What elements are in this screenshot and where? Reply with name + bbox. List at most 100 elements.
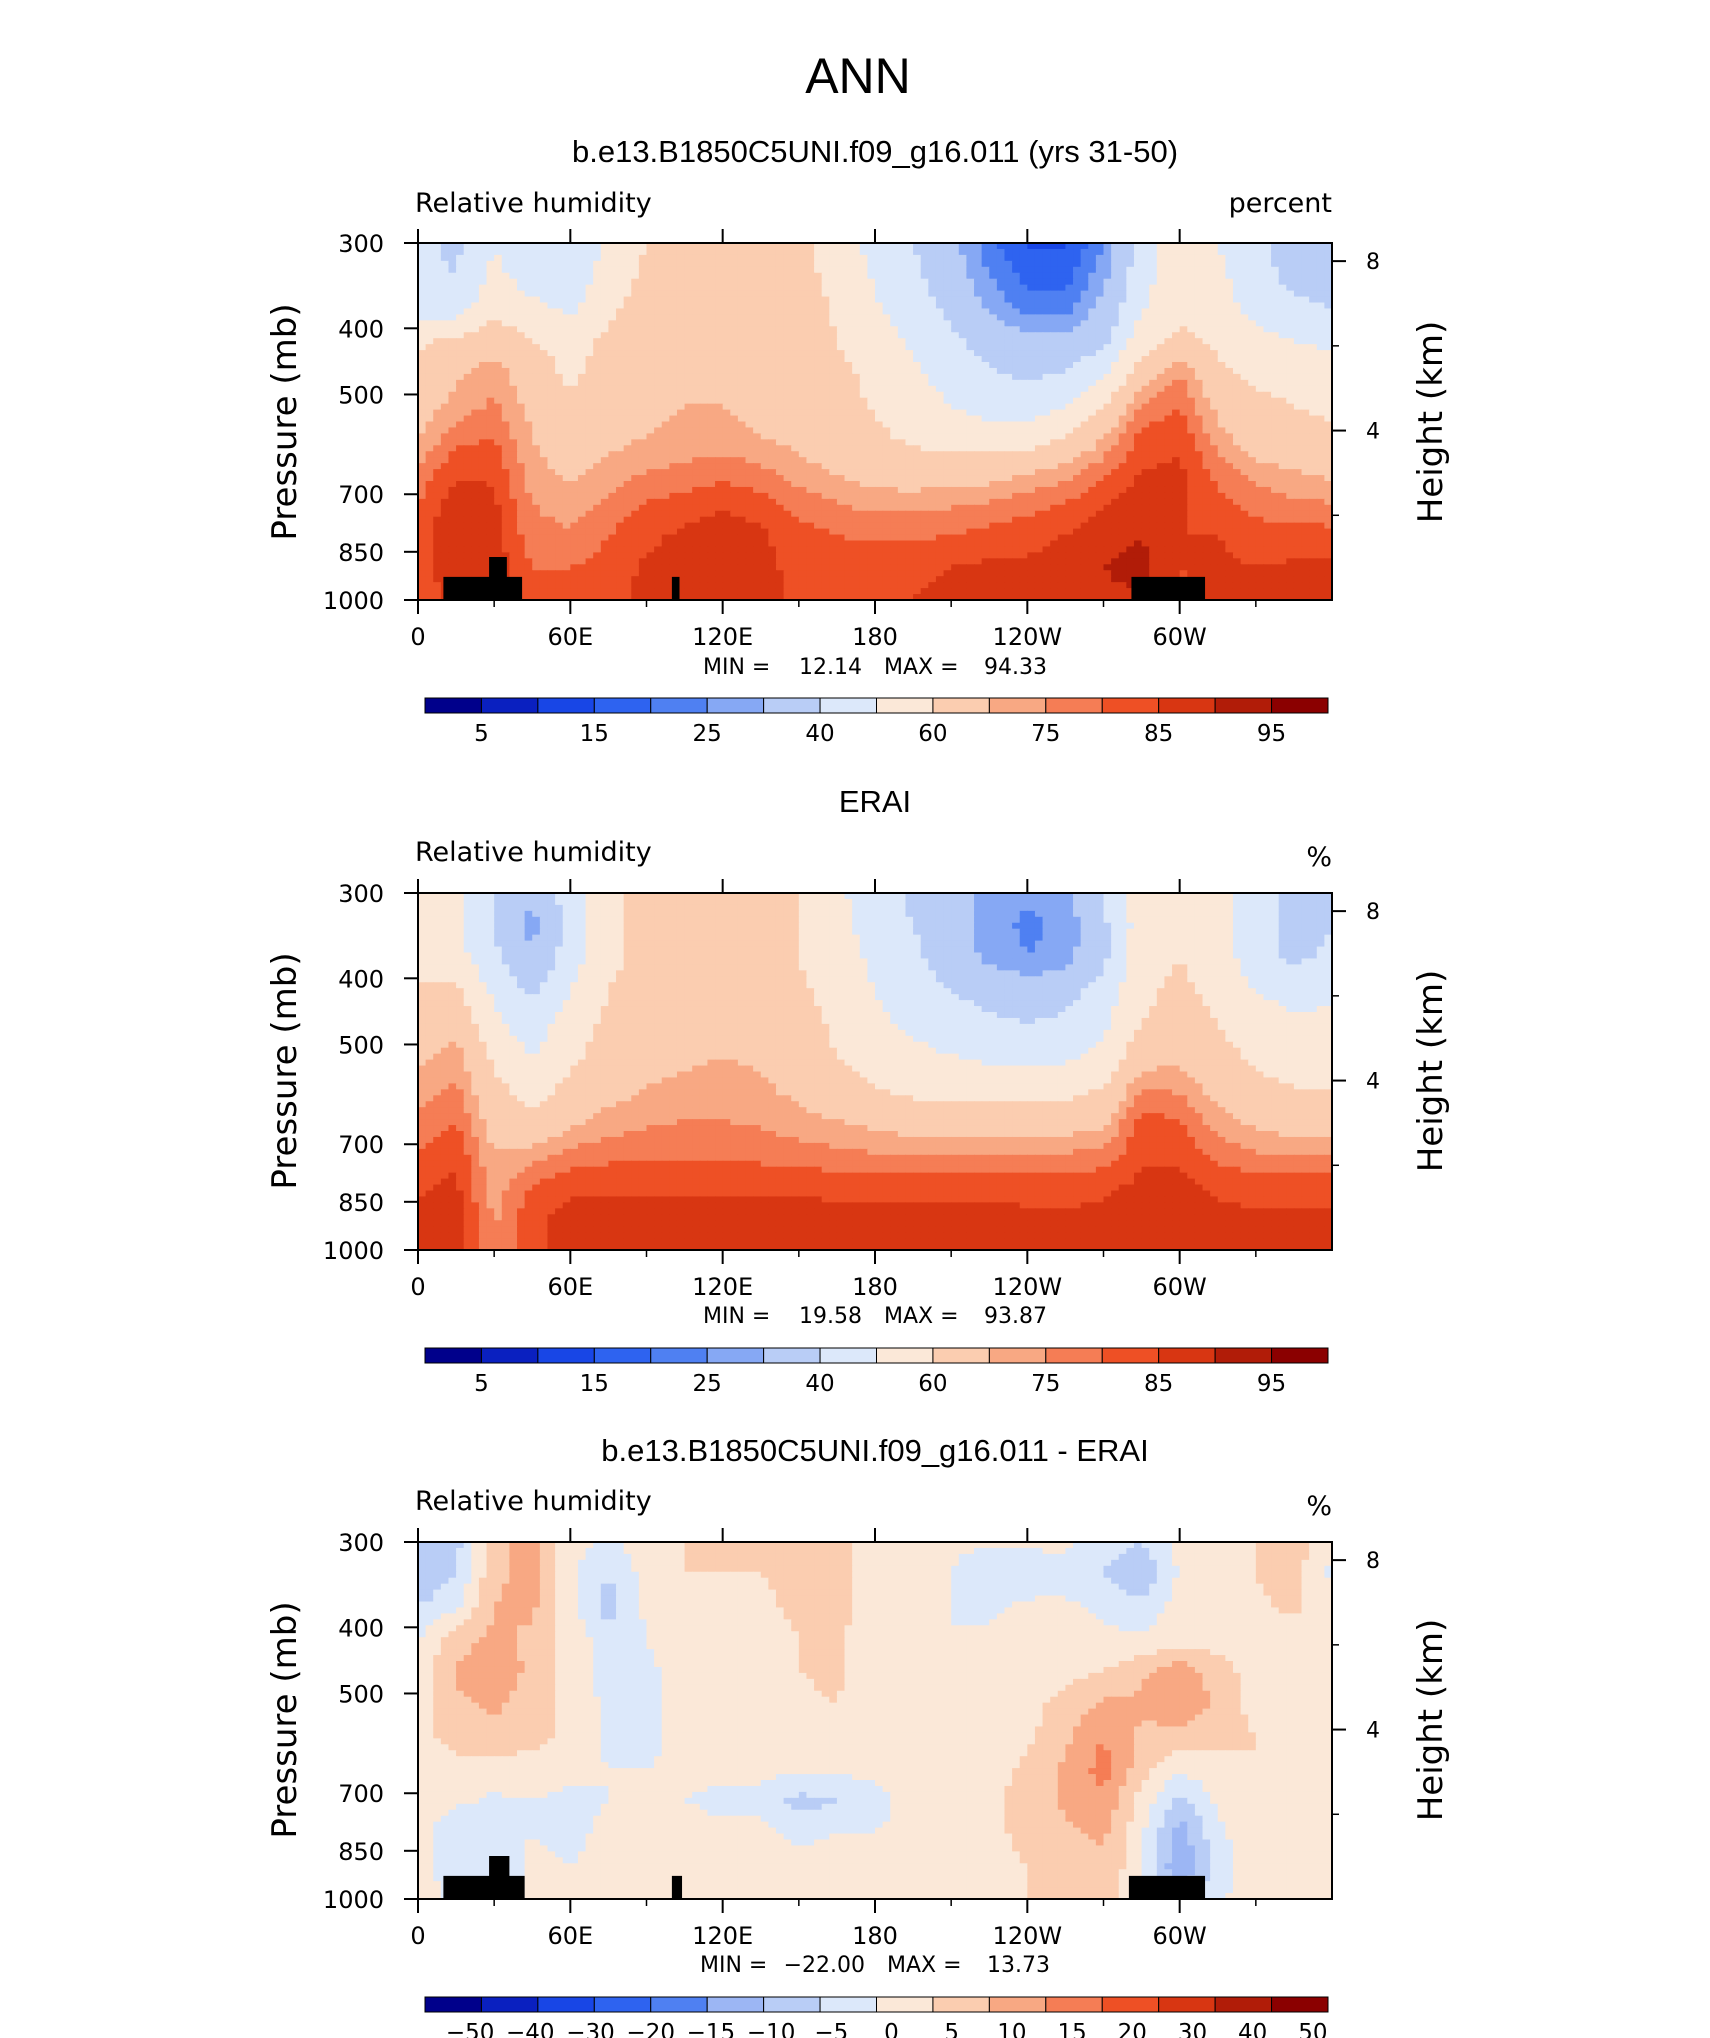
field-cell — [1248, 379, 1257, 387]
field-cell — [1278, 385, 1287, 393]
field-cell — [654, 356, 663, 363]
field-cell — [1202, 350, 1211, 357]
field-cell — [966, 266, 975, 274]
min-value: 12.14 — [799, 655, 862, 680]
field-cell — [1103, 266, 1112, 274]
field-cell — [791, 385, 800, 393]
field-cell — [1057, 302, 1067, 310]
field-cell — [989, 451, 998, 458]
field-cell — [1004, 278, 1013, 286]
field-cell — [486, 326, 495, 333]
field-cell — [1133, 290, 1143, 298]
field-cell — [806, 367, 815, 375]
field-cell — [806, 362, 815, 369]
field-cell — [1194, 266, 1204, 274]
field-cell — [722, 433, 731, 440]
field-cell — [1225, 243, 1234, 250]
field-cell — [753, 475, 762, 482]
field-cell — [486, 463, 495, 470]
field-cell — [806, 290, 815, 298]
field-cell — [509, 397, 518, 405]
field-cell — [638, 278, 648, 286]
field-cell — [1149, 379, 1158, 387]
field-cell — [1118, 403, 1127, 411]
field-cell — [768, 469, 777, 476]
field-cell — [730, 314, 739, 321]
field-cell — [463, 344, 472, 351]
field-cell — [981, 254, 990, 262]
field-cell — [608, 332, 617, 339]
field-cell — [456, 308, 465, 315]
field-cell — [616, 350, 625, 357]
field-cell — [1080, 302, 1089, 310]
field-cell — [829, 284, 838, 292]
field-cell — [1179, 415, 1188, 423]
field-cell — [814, 475, 823, 482]
field-cell — [1164, 367, 1173, 375]
field-cell — [1194, 290, 1204, 298]
field-cell — [1095, 243, 1105, 250]
field-cell — [1187, 356, 1196, 363]
field-cell — [676, 266, 686, 274]
field-cell — [577, 290, 587, 298]
field-cell — [890, 373, 899, 381]
field-cell — [1301, 457, 1310, 464]
field-cell — [539, 260, 549, 268]
field-cell — [974, 469, 983, 476]
field-cell — [1324, 290, 1333, 298]
field-cell — [456, 486, 465, 494]
field-cell — [989, 248, 998, 256]
field-cell — [1255, 243, 1265, 250]
field-cell — [715, 391, 724, 399]
field-cell — [1034, 344, 1044, 351]
field-cell — [844, 326, 853, 333]
field-cell — [1118, 308, 1127, 315]
field-cell — [501, 332, 510, 339]
field-cell — [1004, 302, 1013, 310]
field-cell — [425, 362, 434, 369]
field-cell — [676, 391, 686, 399]
field-cell — [692, 254, 701, 262]
field-cell — [494, 403, 503, 411]
field-cell — [646, 290, 655, 298]
field-cell — [669, 469, 678, 476]
field-cell — [456, 481, 465, 488]
field-cell — [1187, 272, 1196, 280]
field-cell — [1225, 451, 1234, 458]
field-cell — [974, 362, 983, 369]
field-cell — [1194, 367, 1204, 375]
field-cell — [745, 350, 754, 357]
field-cell — [920, 469, 929, 476]
field-cell — [555, 272, 564, 280]
field-cell — [867, 266, 876, 274]
field-cell — [1057, 415, 1067, 423]
field-cell — [532, 415, 541, 423]
min-label: MIN = — [703, 655, 770, 680]
field-cell — [821, 457, 830, 464]
field-cell — [913, 367, 922, 375]
field-cell — [517, 356, 526, 363]
field-cell — [859, 350, 868, 357]
field-cell — [517, 391, 526, 399]
field-cell — [440, 344, 450, 351]
field-cell — [913, 403, 922, 411]
field-cell — [1073, 290, 1082, 298]
field-cell — [753, 391, 762, 399]
field-cell — [699, 338, 709, 345]
field-cell — [913, 332, 922, 339]
field-cell — [1149, 272, 1158, 280]
field-cell — [1255, 457, 1265, 464]
field-cell — [996, 290, 1006, 298]
field-cell — [753, 409, 762, 417]
field-cell — [547, 284, 556, 292]
field-cell — [1271, 463, 1280, 470]
field-cell — [920, 290, 929, 298]
field-cell — [1004, 409, 1013, 417]
field-cell — [1301, 320, 1310, 327]
field-cell — [1217, 379, 1226, 387]
field-cell — [1248, 302, 1257, 310]
field-cell — [1278, 296, 1287, 304]
field-cell — [600, 320, 610, 327]
field-cell — [882, 350, 891, 357]
field-cell — [1217, 451, 1226, 458]
